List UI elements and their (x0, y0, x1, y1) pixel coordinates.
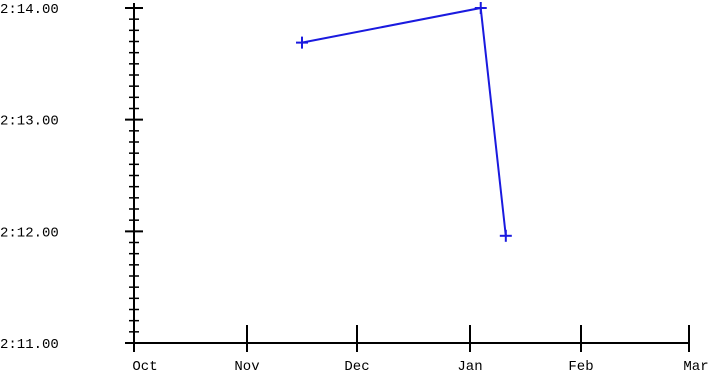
y-tick-label: 2:11.00 (0, 337, 59, 353)
y-tick-label: 2:13.00 (0, 114, 59, 130)
x-tick-label: Oct (132, 359, 157, 375)
x-tick-label: Feb (568, 359, 593, 375)
x-tick-label: Jan (457, 359, 482, 375)
y-tick-label: 2:12.00 (0, 225, 59, 241)
series-line (301, 6, 507, 236)
x-tick-label: Mar (683, 359, 708, 375)
x-tick-label: Dec (344, 359, 369, 375)
data-point (499, 229, 512, 242)
x-tick-label: Nov (234, 359, 259, 375)
y-axis: 2:11.00 2:12.00 2:13.00 2:14.00 (0, 2, 143, 353)
y-tick-label: 2:14.00 (0, 2, 59, 18)
data-point (296, 36, 308, 49)
series-layer (296, 2, 512, 242)
data-point (474, 2, 487, 14)
x-axis: Oct Nov Dec Jan Feb Mar (132, 325, 709, 375)
